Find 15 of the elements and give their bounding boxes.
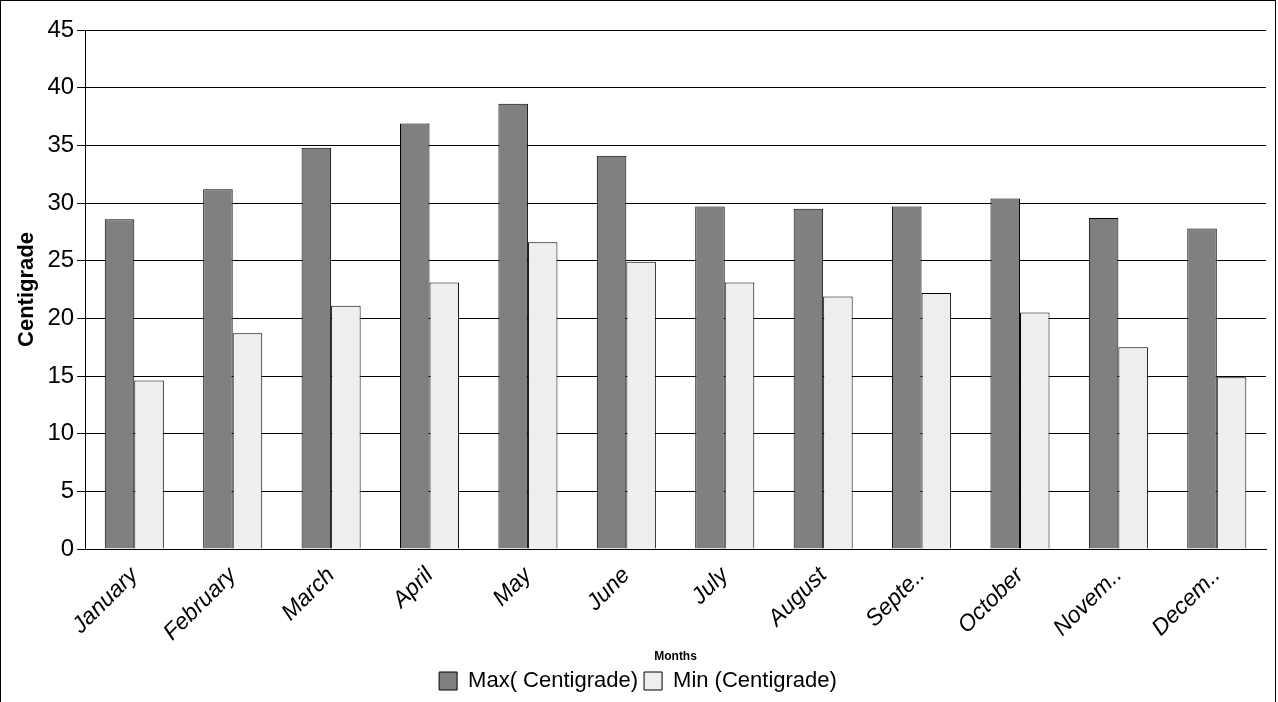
x-axis-title: Months [654, 649, 698, 664]
legend-label: Max( Centigrade) [468, 667, 639, 693]
y-tick-label: 0 [60, 533, 75, 561]
y-tick-label: 25 [47, 245, 75, 273]
y-tick-label: 15 [47, 360, 75, 388]
y-tick-label: 40 [47, 72, 75, 100]
y-axis-title: Centigrade [13, 232, 39, 347]
legend-label: Min (Centigrade) [673, 667, 837, 693]
x-tick-label: July [684, 560, 734, 610]
y-tick-label: 5 [60, 475, 75, 503]
y-tick-label: 10 [47, 418, 75, 446]
y-tick-label: 20 [47, 302, 75, 330]
y-tick-label: 45 [47, 14, 75, 42]
y-tick-label: 35 [47, 129, 75, 157]
y-tick-label: 30 [47, 187, 75, 215]
